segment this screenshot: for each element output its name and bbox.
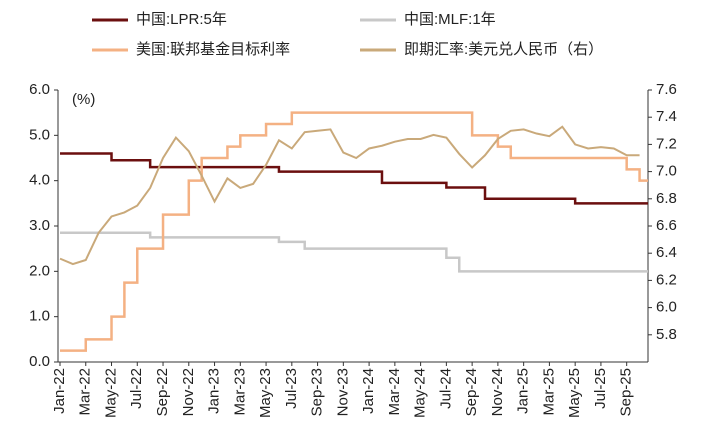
y-tick-label: 4.0 (29, 172, 50, 189)
x-tick-label: Mar-22 (77, 368, 94, 416)
y2-tick-label: 7.4 (656, 108, 677, 125)
series-line (60, 111, 648, 352)
y-tick-label: 1.0 (29, 308, 50, 325)
x-tick-label: May-24 (412, 368, 429, 418)
x-tick-label: Jul-24 (437, 368, 454, 409)
y-tick-label: 5.0 (29, 126, 50, 143)
x-tick-label: Nov-23 (334, 368, 351, 416)
y-tick-label: 2.0 (29, 262, 50, 279)
x-tick-label: Jul-25 (592, 368, 609, 409)
x-tick-label: Mar-24 (386, 368, 403, 416)
y2-tick-label: 7.0 (656, 163, 677, 180)
series-line (60, 231, 648, 273)
x-tick-label: Sep-22 (154, 368, 171, 416)
y2-tick-label: 7.2 (656, 135, 677, 152)
y2-tick-label: 7.6 (656, 81, 677, 98)
y-tick-label: 0.0 (29, 353, 50, 370)
x-tick-label: Nov-24 (489, 368, 506, 416)
x-tick-label: Sep-24 (463, 368, 480, 416)
x-tick-label: Jan-25 (515, 368, 532, 414)
y-tick-label: 3.0 (29, 217, 50, 234)
y-axis-label: (%) (72, 91, 95, 108)
legend-label: 中国:LPR:5年 (136, 11, 227, 28)
x-tick-label: Sep-23 (309, 368, 326, 416)
x-tick-label: Sep-25 (618, 368, 635, 416)
x-tick-label: May-25 (566, 368, 583, 418)
y2-tick-label: 6.6 (656, 217, 677, 234)
x-tick-label: Jan-24 (360, 368, 377, 414)
series-line (60, 152, 648, 205)
x-tick-label: Mar-23 (231, 368, 248, 416)
x-tick-label: Mar-25 (540, 368, 557, 416)
x-tick-label: Nov-22 (180, 368, 197, 416)
y2-tick-label: 6.2 (656, 271, 677, 288)
series-line (59, 125, 640, 266)
y2-tick-label: 6.4 (656, 244, 677, 261)
legend-label: 中国:MLF:1年 (404, 11, 496, 28)
legend-label: 即期汇率:美元兑人民币（右） (404, 41, 603, 58)
x-tick-label: Jul-23 (283, 368, 300, 409)
x-tick-label: Jan-23 (206, 368, 223, 414)
x-tick-label: Jan-22 (51, 368, 68, 414)
legend-label: 美国:联邦基金目标利率 (136, 41, 290, 58)
y2-tick-label: 6.8 (656, 190, 677, 207)
y2-tick-label: 6.0 (656, 299, 677, 316)
y-tick-label: 6.0 (29, 81, 50, 98)
x-tick-label: May-23 (257, 368, 274, 418)
y2-tick-label: 5.8 (656, 326, 677, 343)
x-tick-label: May-22 (102, 368, 119, 418)
x-tick-label: Jul-22 (128, 368, 145, 409)
